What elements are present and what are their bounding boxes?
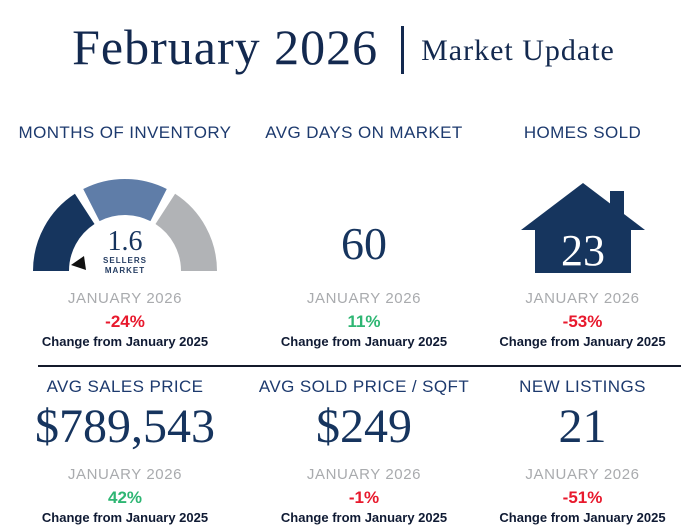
house-body	[534, 225, 631, 273]
metrics-row-2: AVG SALES PRICE $789,543 JANUARY 2026 42…	[0, 377, 687, 525]
metric-months-of-inventory: MONTHS OF INVENTORY 1.6 SELLERS MARKET J…	[0, 123, 250, 349]
metric-change: 42%	[107, 488, 143, 507]
metric-title: MONTHS OF INVENTORY	[18, 123, 232, 142]
metric-value: 21	[558, 400, 607, 453]
metric-avg-days-on-market: AVG DAYS ON MARKET 60 JANUARY 2026 11% C…	[250, 123, 478, 349]
metric-title: AVG DAYS ON MARKET	[265, 123, 463, 142]
metric-change: -53%	[562, 312, 603, 331]
metric-change: -51%	[562, 488, 603, 507]
house-chimney	[609, 191, 624, 219]
metric-change-label: Change from January 2025	[499, 510, 666, 525]
metric-avg-sales-price: AVG SALES PRICE $789,543 JANUARY 2026 42…	[0, 377, 250, 525]
metric-change-label: Change from January 2025	[280, 334, 448, 349]
metric-period: JANUARY 2026	[67, 466, 183, 483]
metric-value: $249	[316, 400, 412, 453]
metric-change-label: Change from January 2025	[41, 334, 209, 349]
metric-title: NEW LISTINGS	[519, 377, 646, 396]
house-icon: 23	[520, 183, 645, 275]
gauge-value: 1.6	[108, 226, 143, 257]
metric-period: JANUARY 2026	[525, 466, 640, 483]
metric-title: AVG SOLD PRICE / SQFT	[258, 377, 470, 396]
metric-period: JANUARY 2026	[525, 290, 640, 307]
gauge-container: 1.6 SELLERS MARKET	[30, 159, 220, 275]
section-divider	[38, 365, 681, 367]
metric-title: AVG SALES PRICE	[46, 377, 204, 396]
metric-change-label: Change from January 2025	[41, 510, 209, 525]
page-title: February 2026	[72, 19, 379, 75]
metric-change: 11%	[347, 312, 381, 331]
metric-new-listings: NEW LISTINGS 21 JANUARY 2026 -51% Change…	[478, 377, 687, 525]
metric-change: -24%	[105, 312, 145, 331]
gauge-label-line1: SELLERS	[103, 256, 147, 265]
header-divider	[401, 25, 405, 74]
metric-value: 23	[561, 226, 605, 275]
gauge-segment-balanced	[83, 179, 167, 222]
metric-avg-sold-price-sqft: AVG SOLD PRICE / SQFT $249 JANUARY 2026 …	[250, 377, 478, 525]
metric-value: 60	[341, 218, 387, 269]
gauge-chart-icon: 1.6 SELLERS MARKET	[33, 179, 217, 275]
metric-change-label: Change from January 2025	[280, 510, 448, 525]
house-roof	[520, 183, 645, 230]
house-container: 23	[520, 159, 646, 275]
gauge-needle-icon	[71, 256, 86, 270]
metric-value: $789,543	[35, 400, 215, 453]
gauge-segment-buyers	[154, 193, 217, 272]
metric-period: JANUARY 2026	[306, 466, 422, 483]
metric-change: -1%	[348, 488, 380, 507]
page-subtitle: Market Update	[421, 33, 615, 67]
metric-period: JANUARY 2026	[67, 290, 183, 307]
metric-period: JANUARY 2026	[306, 290, 422, 307]
gauge-label-line2: MARKET	[105, 266, 145, 275]
value-container: 60	[341, 159, 387, 275]
metric-title: HOMES SOLD	[523, 123, 642, 142]
metrics-row-1: MONTHS OF INVENTORY 1.6 SELLERS MARKET J…	[0, 123, 687, 349]
metric-homes-sold: HOMES SOLD 23 JANUARY 2026 -53% Change f…	[478, 123, 687, 349]
gauge-segment-sellers	[33, 193, 96, 272]
metric-change-label: Change from January 2025	[499, 334, 666, 349]
header: February 2026 Market Update	[0, 0, 687, 75]
